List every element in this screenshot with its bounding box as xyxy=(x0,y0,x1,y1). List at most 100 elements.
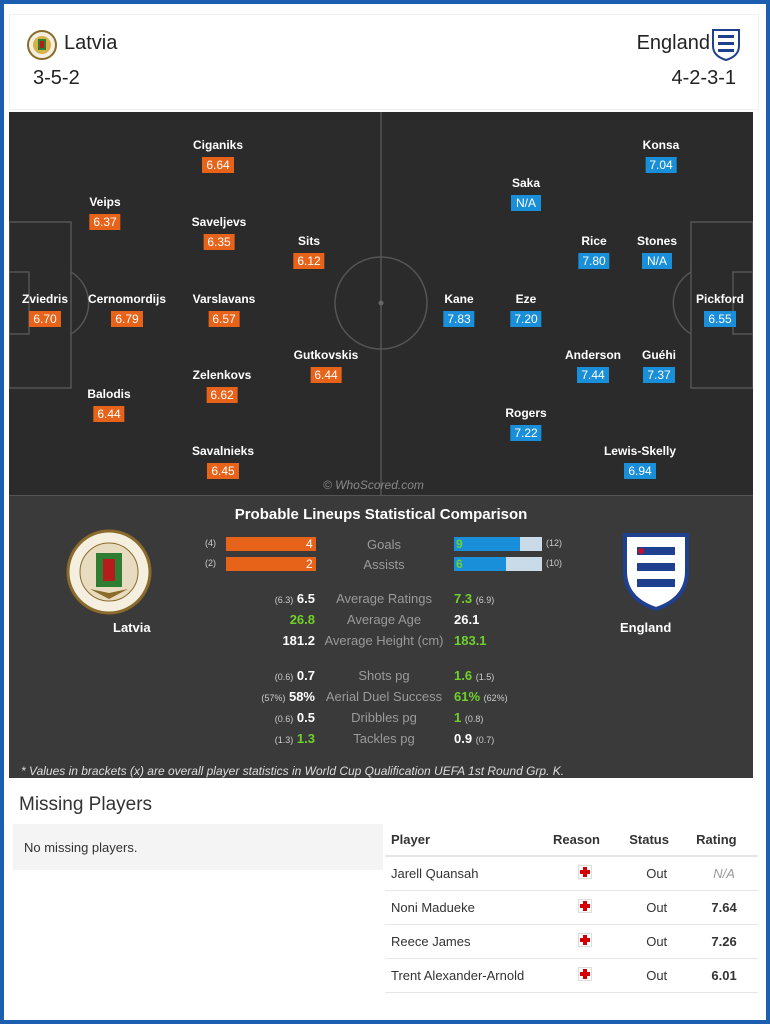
rating-cell: 7.26 xyxy=(690,924,758,959)
away-overall: (0.8) xyxy=(464,714,484,724)
away-stat: 0.9 (0.7) xyxy=(454,731,574,746)
player-rating: N/A xyxy=(641,253,672,269)
missing-players-title: Missing Players xyxy=(19,794,153,815)
home-player[interactable]: Gutkovskis 6.44 xyxy=(293,348,359,384)
status-cell: Out xyxy=(623,924,691,959)
away-team-name[interactable]: England xyxy=(636,32,710,54)
player-name: Saveljevs xyxy=(191,215,247,229)
home-player[interactable]: Ciganiks 6.64 xyxy=(193,138,243,174)
away-player[interactable]: Lewis-Skelly 6.94 xyxy=(604,444,676,480)
player-name: Rogers xyxy=(505,406,547,420)
home-player[interactable]: Veips 6.37 xyxy=(89,195,121,231)
home-value: 26.8 xyxy=(289,612,315,627)
table-header-row: Player Reason Status Rating xyxy=(385,824,758,857)
player-rating: 6.55 xyxy=(704,311,736,327)
away-assists-bar xyxy=(454,557,506,571)
home-overall: (57%) xyxy=(261,693,286,703)
away-value: 1 xyxy=(454,710,462,725)
table-row: Trent Alexander-Arnold Out 6.01 xyxy=(385,958,758,993)
home-player[interactable]: Zviedris 6.70 xyxy=(22,292,68,328)
home-overall: (0.6) xyxy=(274,714,294,724)
home-goals-bar xyxy=(226,537,316,551)
home-overall: (1.3) xyxy=(274,735,294,745)
home-assists-value: 2 xyxy=(306,557,313,571)
away-player[interactable]: Guéhi 7.37 xyxy=(642,348,676,384)
away-player[interactable]: Rogers 7.22 xyxy=(505,406,547,442)
home-value: 0.5 xyxy=(296,710,315,725)
comparison-home-team: Latvia xyxy=(113,620,151,635)
comparison-footnote: * Values in brackets (x) are overall pla… xyxy=(21,764,565,778)
stat-label: Dribbles pg xyxy=(351,710,417,725)
injury-icon[interactable] xyxy=(578,967,593,981)
player-name[interactable]: Jarell Quansah xyxy=(385,856,547,891)
player-name[interactable]: Reece James xyxy=(385,924,547,959)
away-player[interactable]: Stones N/A xyxy=(637,234,677,270)
col-player: Player xyxy=(385,824,547,857)
home-goals-value: 4 xyxy=(306,537,313,551)
injury-icon[interactable] xyxy=(578,865,593,879)
table-row: Reece James Out 7.26 xyxy=(385,924,758,959)
injury-icon[interactable] xyxy=(578,899,593,913)
player-rating: 6.79 xyxy=(111,311,143,327)
home-player[interactable]: Zelenkovs 6.62 xyxy=(192,368,252,404)
stat-label: Aerial Duel Success xyxy=(325,689,443,704)
player-rating: 6.45 xyxy=(207,463,239,479)
match-header: Latvia 3-5-2 England 4-2-3-1 xyxy=(9,14,759,110)
home-player[interactable]: Saveljevs 6.35 xyxy=(191,215,247,251)
reason-cell xyxy=(547,856,624,891)
home-player[interactable]: Varslavans 6.57 xyxy=(193,292,255,328)
away-overall: (1.5) xyxy=(475,672,495,682)
away-player[interactable]: Pickford 6.55 xyxy=(696,292,744,328)
home-stat: 181.2 xyxy=(195,633,315,648)
player-name: Guéhi xyxy=(641,348,677,362)
player-rating: 6.62 xyxy=(206,387,238,403)
status-cell: Out xyxy=(623,856,691,891)
home-player[interactable]: Balodis 6.44 xyxy=(87,387,131,423)
player-name: Veips xyxy=(89,195,121,209)
away-player[interactable]: Saka N/A xyxy=(511,176,541,212)
home-player[interactable]: Sits 6.12 xyxy=(293,234,325,270)
player-name: Lewis-Skelly xyxy=(603,444,677,458)
rating-cell: 7.64 xyxy=(690,890,758,925)
goals-label: Goals xyxy=(367,537,401,552)
stat-label: Average Height (cm) xyxy=(324,633,444,648)
player-name[interactable]: Noni Madueke xyxy=(385,890,547,925)
player-name: Kane xyxy=(444,292,474,306)
away-value: 26.1 xyxy=(454,612,480,627)
player-rating: 6.57 xyxy=(208,311,240,327)
player-name: Gutkovskis xyxy=(293,348,359,362)
away-goals-overall: (12) xyxy=(546,538,563,548)
home-player[interactable]: Savalnieks 6.45 xyxy=(192,444,254,480)
away-player[interactable]: Anderson 7.44 xyxy=(565,348,621,384)
player-rating: 6.44 xyxy=(93,406,125,422)
player-name: Anderson xyxy=(564,348,622,362)
pitch: Zviedris 6.70 Veips 6.37 Cernomordijs 6.79 … xyxy=(9,112,753,495)
watermark: © WhoScored.com xyxy=(323,478,424,492)
reason-cell xyxy=(547,890,624,925)
home-value: 6.5 xyxy=(296,591,315,606)
player-name: Konsa xyxy=(642,138,680,152)
away-player[interactable]: Eze 7.20 xyxy=(510,292,542,328)
player-name: Zelenkovs xyxy=(192,368,252,382)
player-name: Zviedris xyxy=(21,292,69,306)
player-name: Cernomordijs xyxy=(87,292,167,306)
player-name[interactable]: Trent Alexander-Arnold xyxy=(385,958,547,993)
rating-cell: N/A xyxy=(690,856,758,891)
away-player[interactable]: Rice 7.80 xyxy=(578,234,610,270)
player-rating: 7.44 xyxy=(577,367,609,383)
reason-cell xyxy=(547,958,624,993)
player-name: Balodis xyxy=(87,387,131,401)
away-player[interactable]: Konsa 7.04 xyxy=(642,138,680,174)
away-goals-value: 9 xyxy=(456,537,463,551)
player-rating: 7.83 xyxy=(443,311,475,327)
away-assists-overall: (10) xyxy=(546,558,563,568)
reason-cell xyxy=(547,924,624,959)
home-formation: 3-5-2 xyxy=(33,67,80,89)
injury-icon[interactable] xyxy=(578,933,593,947)
latvia-crest-icon xyxy=(27,30,57,60)
stat-label: Average Ratings xyxy=(336,591,432,606)
away-overall: (6.9) xyxy=(475,595,495,605)
home-player[interactable]: Cernomordijs 6.79 xyxy=(88,292,166,328)
home-team-name[interactable]: Latvia xyxy=(64,32,118,54)
away-player[interactable]: Kane 7.83 xyxy=(443,292,475,328)
